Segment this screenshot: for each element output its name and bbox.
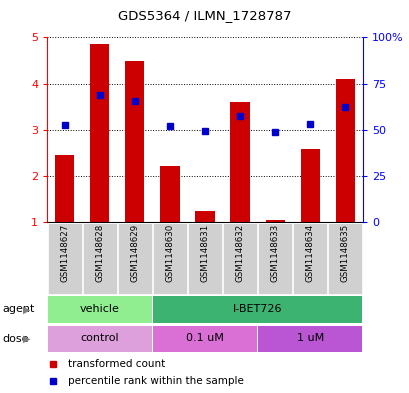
- Bar: [293, 223, 326, 294]
- Text: I-BET726: I-BET726: [232, 304, 282, 314]
- Text: control: control: [80, 333, 119, 343]
- Bar: [265, 220, 284, 222]
- Bar: [328, 223, 361, 294]
- Bar: [195, 211, 214, 222]
- Bar: [188, 223, 221, 294]
- Text: GSM1148631: GSM1148631: [200, 224, 209, 283]
- Text: GSM1148634: GSM1148634: [305, 224, 314, 283]
- Bar: [258, 223, 291, 294]
- Bar: [153, 223, 187, 294]
- Text: 0.1 uM: 0.1 uM: [186, 333, 223, 343]
- Bar: [48, 223, 81, 294]
- Bar: [83, 223, 116, 294]
- Text: ▶: ▶: [22, 334, 30, 344]
- Text: transformed count: transformed count: [67, 358, 164, 369]
- Text: vehicle: vehicle: [80, 304, 119, 314]
- Bar: [257, 326, 362, 352]
- Bar: [90, 44, 109, 222]
- Text: percentile rank within the sample: percentile rank within the sample: [67, 376, 243, 386]
- Bar: [118, 223, 151, 294]
- Bar: [335, 79, 354, 222]
- Bar: [153, 296, 362, 323]
- Bar: [125, 61, 144, 222]
- Text: GSM1148635: GSM1148635: [340, 224, 349, 283]
- Text: GSM1148633: GSM1148633: [270, 224, 279, 283]
- Text: GSM1148627: GSM1148627: [60, 224, 69, 283]
- Bar: [300, 149, 319, 222]
- Text: GSM1148630: GSM1148630: [165, 224, 174, 283]
- Text: GDS5364 / ILMN_1728787: GDS5364 / ILMN_1728787: [118, 9, 291, 22]
- Text: GSM1148632: GSM1148632: [235, 224, 244, 283]
- Bar: [55, 155, 74, 222]
- Text: GSM1148629: GSM1148629: [130, 224, 139, 282]
- Bar: [47, 296, 152, 323]
- Text: ▶: ▶: [22, 305, 30, 314]
- Bar: [222, 223, 256, 294]
- Bar: [160, 166, 179, 222]
- Bar: [47, 326, 152, 352]
- Text: GSM1148628: GSM1148628: [95, 224, 104, 283]
- Bar: [153, 326, 256, 352]
- Bar: [230, 102, 249, 222]
- Text: agent: agent: [2, 305, 34, 314]
- Text: dose: dose: [2, 334, 29, 344]
- Text: 1 uM: 1 uM: [296, 333, 323, 343]
